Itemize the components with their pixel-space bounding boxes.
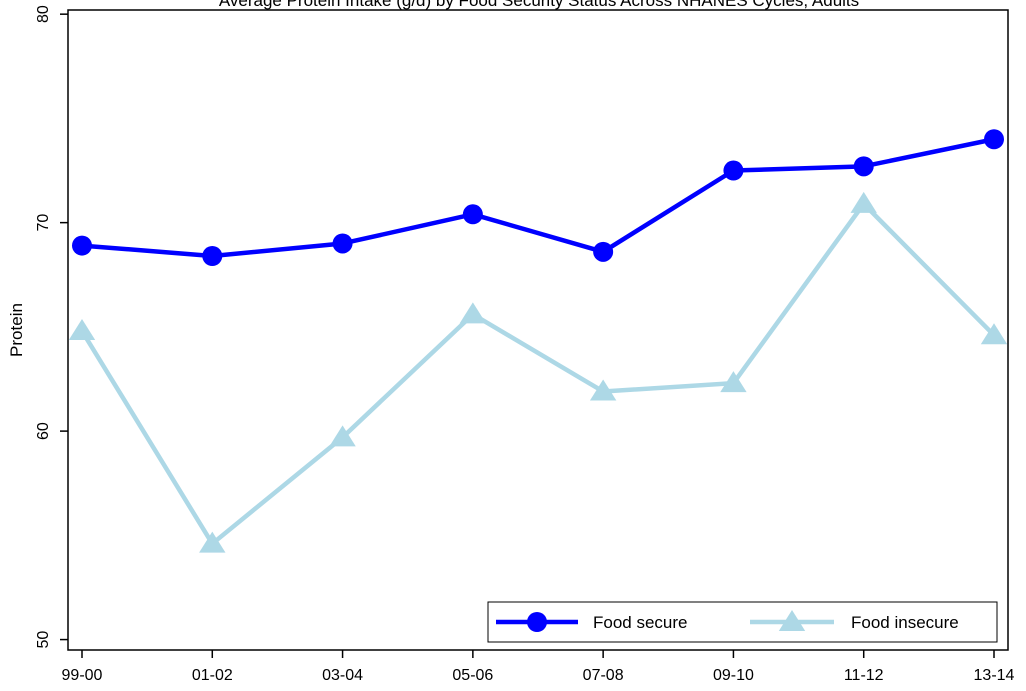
series-line: [81, 137, 995, 259]
y-tick-label: 70: [35, 214, 52, 232]
series-food-secure: [72, 129, 1004, 266]
legend-marker: [778, 610, 806, 631]
x-tick-label: 99-00: [62, 667, 103, 684]
data-point: [72, 235, 92, 256]
x-tick-label: 11-12: [844, 667, 884, 684]
data-point: [332, 233, 353, 254]
data-point: [850, 191, 877, 213]
x-tick-label: 05-06: [452, 667, 493, 684]
y-tick-label: 60: [35, 422, 52, 440]
legend-item: Food secure: [496, 612, 688, 632]
y-tick-label: 80: [35, 5, 52, 23]
data-point: [462, 204, 483, 225]
x-tick-label: 13-14: [974, 667, 1015, 684]
x-tick-label: 07-08: [583, 667, 624, 684]
y-axis: 50 60 70 80: [35, 5, 68, 648]
data-point: [980, 323, 1008, 345]
x-tick-label: 01-02: [192, 667, 233, 684]
data-point: [202, 245, 223, 266]
data-point: [459, 302, 487, 324]
legend-marker: [527, 612, 547, 632]
data-point: [593, 241, 614, 262]
legend-label: Food secure: [593, 613, 688, 632]
data-point: [720, 371, 747, 393]
x-axis: 99-00 01-02 03-04 05-06 07-08 09-10 11-12 13-14: [62, 650, 1015, 684]
legend: Food secure Food insecure: [487, 601, 998, 643]
x-tick-label: 09-10: [713, 667, 754, 684]
legend-item: Food insecure: [750, 610, 959, 632]
x-tick-label: 03-04: [322, 667, 363, 684]
data-point: [984, 129, 1004, 150]
plot-area-frame: [67, 9, 1009, 651]
chart-title: Average Protein Intake (g/d) by Food Sec…: [219, 0, 859, 10]
y-tick-label: 50: [35, 631, 52, 649]
data-point: [723, 160, 744, 181]
legend-label: Food insecure: [851, 613, 959, 632]
data-point: [68, 319, 96, 341]
data-point: [329, 425, 356, 447]
series-food-insecure: [68, 191, 1008, 553]
y-axis-title: Protein: [7, 303, 26, 357]
series-layer: [68, 129, 1008, 553]
data-point: [853, 156, 874, 177]
data-point: [589, 379, 617, 401]
legend-box: [487, 601, 998, 643]
data-point: [199, 531, 226, 553]
series-line: [80, 201, 996, 546]
